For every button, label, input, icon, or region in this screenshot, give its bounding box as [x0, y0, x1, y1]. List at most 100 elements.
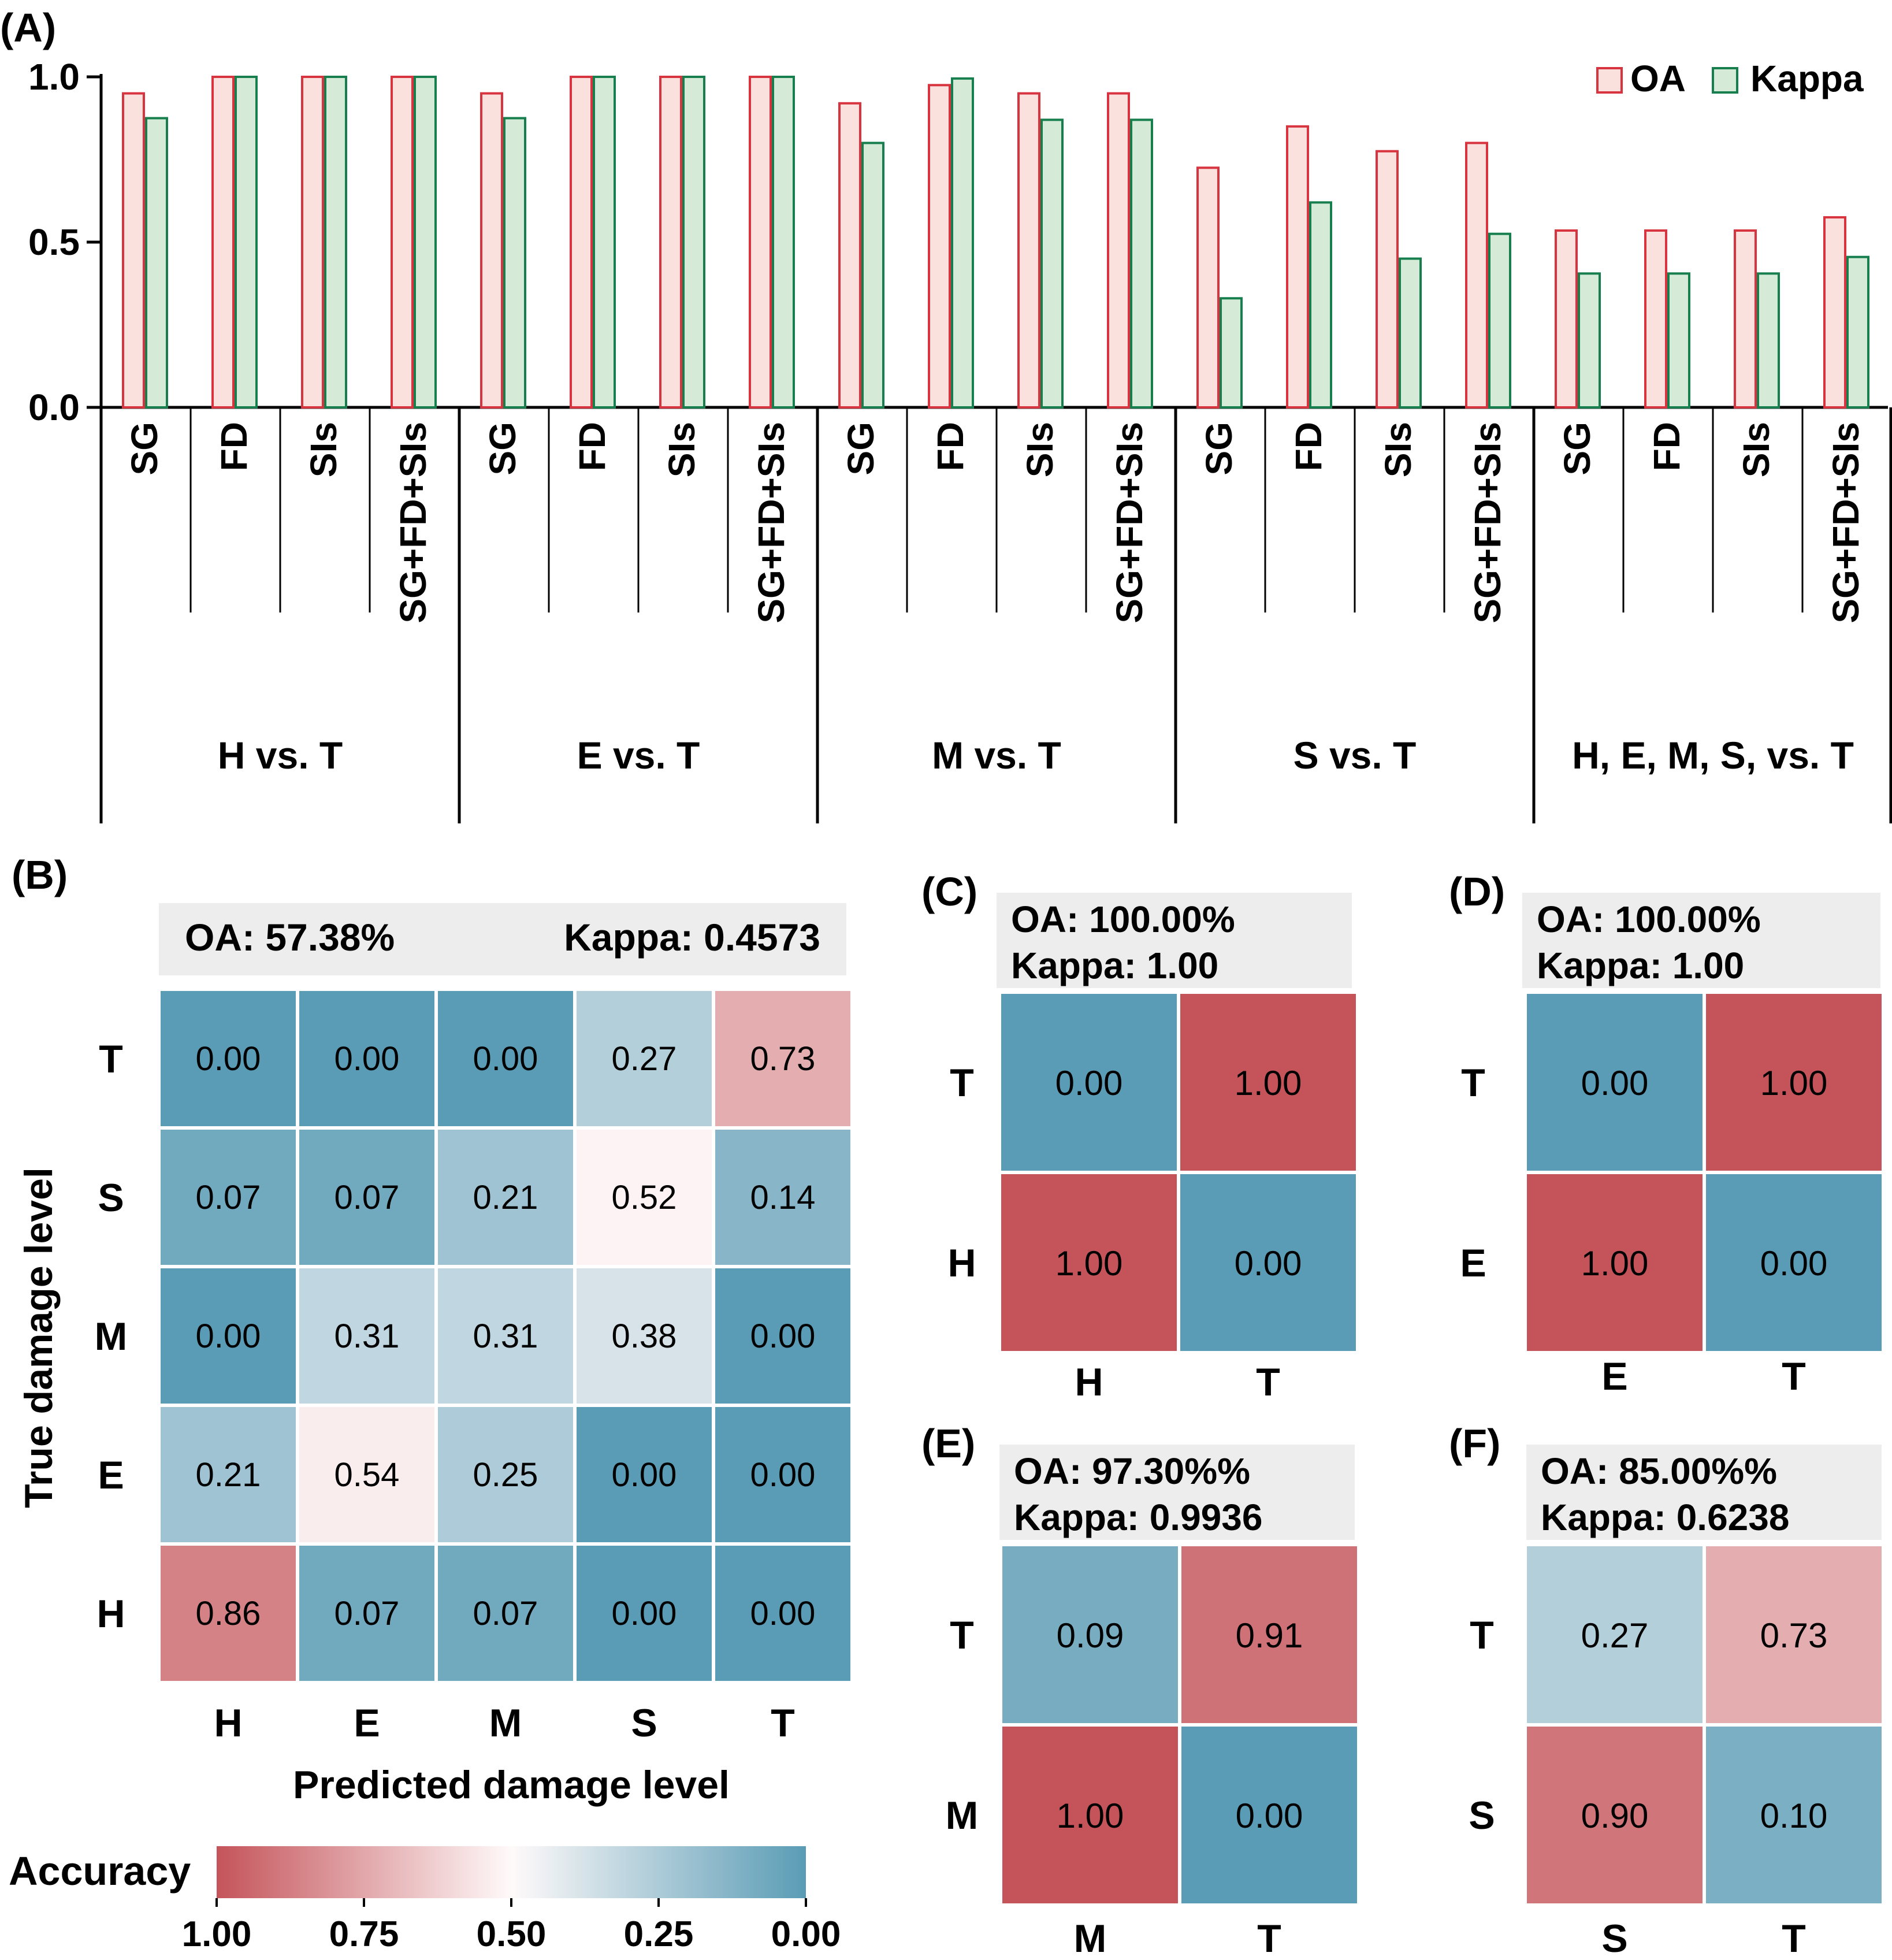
heatmap-cell [1177, 990, 1359, 1174]
y-category-label: M [946, 1794, 979, 1838]
cell-value: 0.09 [1057, 1616, 1124, 1655]
colorbar-tick-label: 0.75 [329, 1914, 399, 1954]
heatmap-cell [434, 1542, 577, 1684]
cell-value: 0.00 [750, 1317, 816, 1355]
cell-value: 0.73 [750, 1040, 816, 1078]
kappa-stat: Kappa: 0.6238 [1541, 1497, 1789, 1538]
kappa-bar [951, 77, 974, 409]
stats-box [1522, 893, 1880, 988]
heatmap-cell [434, 1404, 577, 1546]
x-category-label: E [1601, 1354, 1627, 1398]
category-label: SIs [1019, 422, 1061, 477]
oa-bar [1286, 125, 1309, 409]
oa-bar [1644, 229, 1667, 409]
oa-bar [122, 92, 145, 409]
cell-value: 0.10 [1760, 1796, 1828, 1835]
heatmap-cell [712, 1126, 854, 1268]
kappa-bar [503, 117, 526, 409]
heatmap-cell [712, 1404, 854, 1546]
heatmap-cell [296, 1404, 438, 1546]
cell-value: 0.00 [750, 1595, 816, 1632]
oa-bar [1107, 92, 1130, 409]
heatmap-cell [1703, 1723, 1885, 1907]
panel-label: (D) [1449, 869, 1505, 914]
stats-box [999, 1445, 1355, 1540]
y-category-label: T [1470, 1613, 1494, 1657]
oa-stat: OA: 85.00%% [1541, 1450, 1777, 1492]
oa-bar [1823, 216, 1846, 409]
cell-value: 0.27 [612, 1040, 677, 1078]
y-axis-title: True damage level [17, 1167, 61, 1508]
category-label: FD [213, 422, 255, 471]
cell-value: 1.00 [1235, 1064, 1302, 1102]
category-label: SG [1556, 422, 1598, 475]
heatmap-cell [712, 1542, 854, 1684]
stats-box [1526, 1445, 1882, 1540]
heatmap-cell [999, 1723, 1181, 1907]
y-category-label: M [95, 1315, 128, 1358]
cell-value: 0.00 [334, 1040, 400, 1078]
cell-value: 0.00 [196, 1040, 261, 1078]
panel-b-label: (B) [12, 852, 68, 897]
heatmap-cell [157, 1265, 299, 1407]
cell-value: 0.90 [1581, 1796, 1649, 1835]
x-category-label: T [1782, 1354, 1806, 1398]
oa-bar [838, 102, 861, 409]
oa-stat: OA: 100.00% [1011, 899, 1235, 940]
oa-bar [1017, 92, 1040, 409]
y-tick-label: 1.0 [28, 56, 80, 98]
kappa-stat: Kappa: 1.00 [1011, 945, 1218, 986]
y-category-label: E [1460, 1241, 1486, 1285]
heatmap-cell [998, 1171, 1180, 1354]
oa-bar [211, 76, 235, 409]
oa-bar [480, 92, 503, 409]
cell-value: 0.00 [1055, 1064, 1123, 1102]
kappa-bar [1309, 201, 1332, 409]
kappa-stat: Kappa: 0.4573 [564, 916, 820, 959]
cell-value: 0.54 [334, 1456, 400, 1494]
category-label: SIs [1377, 422, 1419, 477]
heatmap-cell [1178, 1543, 1361, 1727]
oa-bar [659, 76, 682, 409]
category-label: SIs [661, 422, 702, 477]
kappa-bar [861, 142, 884, 409]
x-category-label: S [631, 1701, 657, 1745]
oa-bar [301, 76, 324, 409]
kappa-bar [1130, 118, 1153, 409]
colorbar-tick-label: 0.00 [771, 1914, 841, 1954]
y-category-label: T [1461, 1061, 1485, 1105]
cell-value: 0.52 [612, 1179, 677, 1216]
kappa-bar [1399, 257, 1422, 409]
group-label: H vs. T [218, 734, 343, 777]
cell-value: 0.07 [334, 1179, 400, 1216]
oa-bar [749, 76, 772, 409]
cell-value: 0.00 [1236, 1796, 1303, 1835]
colorbar-tick-label: 0.50 [477, 1914, 547, 1954]
legend-kappa-swatch [1712, 67, 1738, 94]
heatmap-cell [1177, 1171, 1359, 1354]
oa-bar [1734, 229, 1757, 409]
panel-label: (F) [1449, 1421, 1500, 1466]
heatmap-cell [573, 988, 715, 1130]
stats-box [997, 893, 1352, 988]
colorbar [217, 1846, 806, 1898]
group-label: S vs. T [1293, 734, 1417, 777]
kappa-bar [1578, 272, 1601, 409]
cell-value: 0.07 [334, 1595, 400, 1632]
cell-value: 0.86 [196, 1595, 261, 1632]
heatmap-cell [434, 988, 577, 1130]
heatmap-cell [434, 1265, 577, 1407]
kappa-bar [772, 76, 795, 409]
oa-stat: OA: 100.00% [1537, 899, 1761, 940]
cell-value: 0.00 [473, 1040, 538, 1078]
x-category-label: H [1075, 1360, 1103, 1404]
panel-label: (C) [921, 869, 977, 914]
kappa-bar [324, 76, 347, 409]
kappa-bar [1846, 255, 1869, 409]
x-category-label: T [1256, 1360, 1280, 1404]
cell-value: 0.21 [473, 1179, 538, 1216]
legend-oa-swatch [1596, 67, 1623, 94]
x-category-label: T [1782, 1917, 1806, 1960]
category-label: SG+FD+SIs [392, 422, 434, 623]
